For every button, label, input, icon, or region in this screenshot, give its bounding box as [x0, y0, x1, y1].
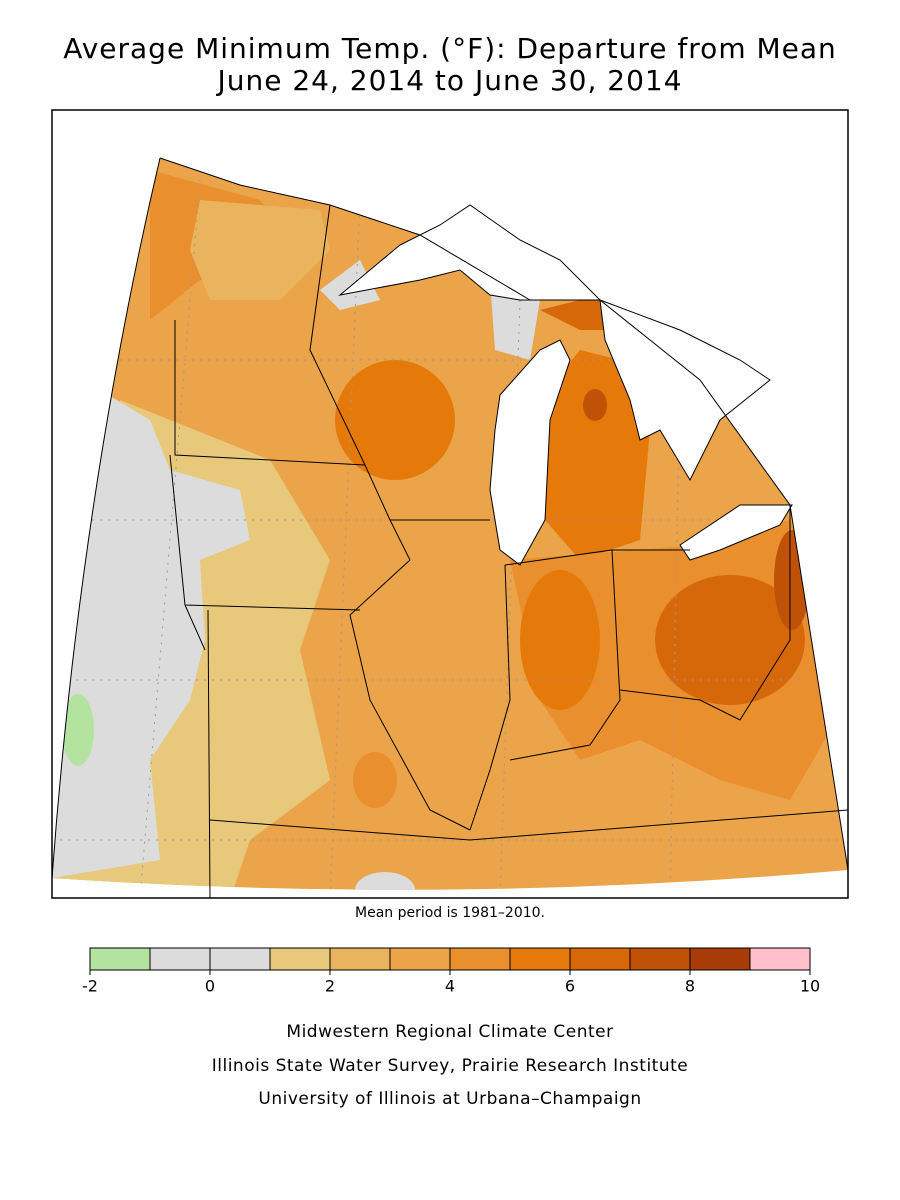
- region: [520, 570, 600, 710]
- colorbar-box: [209, 947, 271, 971]
- colorbar-box: [389, 947, 451, 971]
- region: [774, 530, 810, 630]
- tick-label: 4: [445, 977, 455, 996]
- region: [62, 694, 94, 766]
- colorbar-box: [329, 947, 391, 971]
- colorbar-box: [449, 947, 511, 971]
- colorbar-box: [149, 947, 211, 971]
- region: [583, 389, 607, 421]
- lake-erie: [679, 504, 793, 561]
- tick-label: 6: [565, 977, 575, 996]
- region: [655, 575, 805, 705]
- credit: Illinois State Water Survey, Prairie Res…: [212, 1056, 688, 1076]
- region: [540, 350, 650, 560]
- colorbar: -2 0 2 4 6 8 10: [82, 947, 820, 996]
- credit: University of Illinois at Urbana–Champai…: [258, 1089, 641, 1109]
- colorbar-box: [569, 947, 631, 971]
- colorbar-box: [749, 947, 811, 971]
- tick-label: 8: [685, 977, 695, 996]
- note: Mean period is 1981–2010.: [355, 905, 545, 921]
- title-line: Average Minimum Temp. (°F): Departure fr…: [63, 32, 837, 65]
- credit: Midwestern Regional Climate Center: [286, 1022, 613, 1042]
- region: [320, 260, 380, 310]
- lake-michigan: [489, 339, 571, 566]
- tick-label: 0: [205, 977, 215, 996]
- colorbar-box: [629, 947, 691, 971]
- tick-label: 2: [325, 977, 335, 996]
- region: [190, 200, 330, 300]
- colorbar-box: [89, 947, 151, 971]
- tick-label: -2: [82, 977, 98, 996]
- colorbar-box: [689, 947, 751, 971]
- region: [355, 872, 415, 890]
- region: [335, 360, 455, 480]
- map-frame: [51, 109, 849, 899]
- colorbar-box: [269, 947, 331, 971]
- title-line: June 24, 2014 to June 30, 2014: [215, 64, 682, 97]
- lake-huron: [599, 299, 771, 482]
- region: [353, 752, 397, 808]
- tick-label: 10: [800, 977, 820, 996]
- state-border: [169, 204, 849, 899]
- colorbar-box: [509, 947, 571, 971]
